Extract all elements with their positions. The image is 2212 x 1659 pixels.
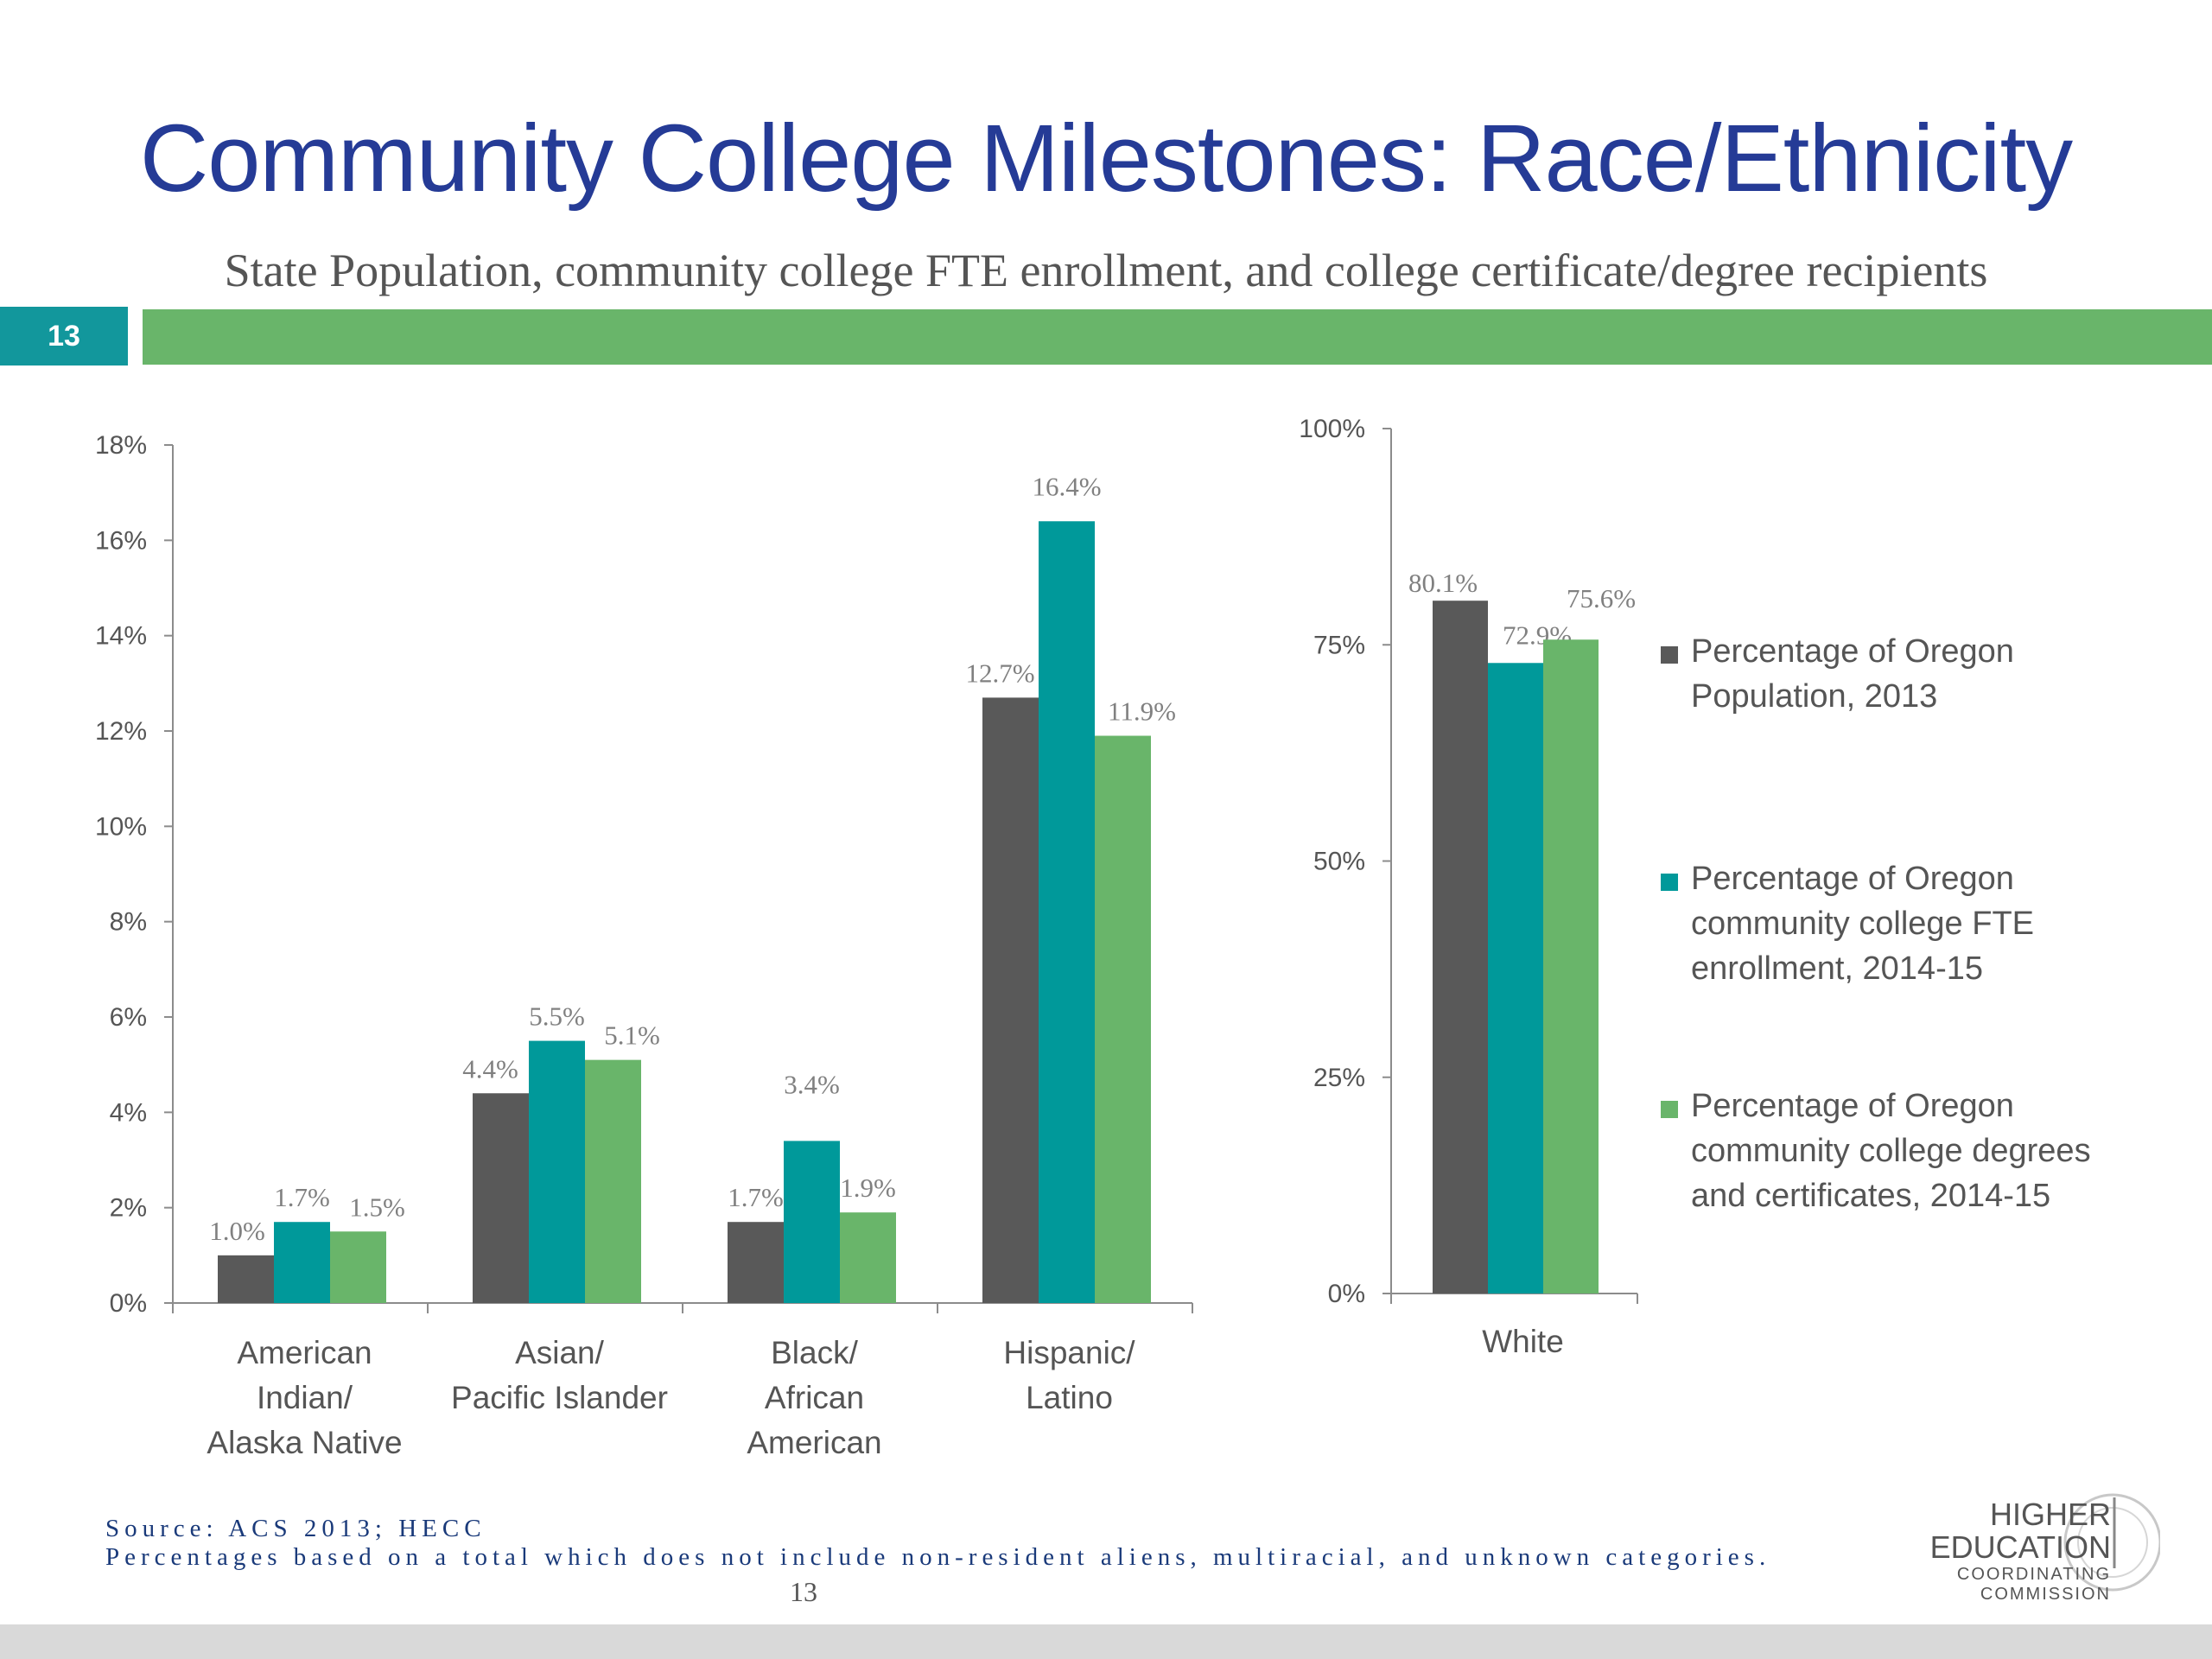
charts-canvas: 0% 2% 4% 6% 8% 10% 12% 14% 16% 18% 1.0% 1.7% 1.5% Ame…	[95, 415, 1638, 1460]
data-label-white-degrees: 75.6%	[1567, 583, 1636, 613]
data-label-asian-pacific-islander-degrees: 5.1%	[604, 1020, 660, 1051]
y-tick-label: 10%	[95, 812, 147, 841]
y-tick-label: 75%	[1313, 631, 1365, 659]
data-label-hispanic-latino-population: 12.7%	[965, 658, 1034, 688]
y-tick-label: 16%	[95, 526, 147, 555]
data-label-american-indian-alaska-native-population: 1.0%	[209, 1216, 265, 1246]
slide-title: Community College Milestones: Race/Ethni…	[139, 105, 2073, 212]
x-category-label: American	[747, 1425, 881, 1460]
logo-line-2: EDUCATION	[1930, 1529, 2111, 1565]
legend-label-population: Percentage of Oregon Population, 2013	[1691, 633, 2014, 715]
bar-asian-pacific-islander-population	[473, 1093, 529, 1303]
bar-hispanic-latino-enrollment	[1039, 521, 1095, 1303]
slide-number-badge: 13	[0, 307, 128, 365]
data-label-black-african-american-enrollment: 3.4%	[784, 1069, 840, 1099]
y-tick-label: 0%	[110, 1289, 147, 1318]
y-tick-label: 12%	[95, 717, 147, 746]
y-tick-label: 14%	[95, 622, 147, 651]
x-category-label: Asian/	[515, 1335, 605, 1370]
data-label-hispanic-latino-enrollment: 16.4%	[1032, 471, 1101, 501]
x-category-label: Black/	[771, 1335, 858, 1370]
y-tick-label: 25%	[1313, 1064, 1365, 1092]
data-label-asian-pacific-islander-population: 4.4%	[462, 1053, 518, 1084]
legend-swatch-degrees	[1661, 1101, 1678, 1118]
x-category-label: Latino	[1026, 1380, 1113, 1415]
hecc-logo: HIGHER EDUCATION COORDINATING COMMISSION	[1930, 1493, 2160, 1603]
footer-bar	[0, 1624, 2212, 1659]
x-category-label: Indian/	[257, 1380, 353, 1415]
logo-line-4: COMMISSION	[1980, 1585, 2111, 1603]
legend-label-enrollment: Percentage of Oregon community college F…	[1691, 861, 2035, 987]
y-tick-label: 8%	[110, 908, 147, 937]
source-note: Source: ACS 2013; HECC Percentages based…	[105, 1515, 1770, 1572]
data-label-american-indian-alaska-native-degrees: 1.5%	[349, 1192, 405, 1222]
footnote-line: Percentages based on a total which does …	[105, 1543, 1771, 1571]
logo-seal	[2063, 1493, 2160, 1592]
bar-white-population	[1433, 601, 1488, 1294]
y-tick-label: 18%	[95, 431, 147, 460]
y-tick-label: 100%	[1299, 415, 1365, 443]
y-tick-label: 0%	[1328, 1280, 1365, 1308]
x-category-label: Pacific Islander	[451, 1380, 668, 1415]
bar-asian-pacific-islander-enrollment	[529, 1040, 585, 1303]
y-tick-label: 6%	[110, 1003, 147, 1032]
x-category-label: African	[765, 1380, 864, 1415]
data-label-black-african-american-population: 1.7%	[728, 1182, 784, 1212]
bar-american-indian-alaska-native-population	[218, 1255, 274, 1303]
legend-label-degrees: Percentage of Oregon community college d…	[1691, 1088, 2091, 1214]
page-number: 13	[790, 1576, 817, 1607]
x-category-label: White	[1482, 1324, 1564, 1359]
bar-asian-pacific-islander-degrees	[585, 1059, 641, 1303]
x-category-label: Hispanic/	[1003, 1335, 1135, 1370]
slide-subtitle: State Population, community college FTE …	[224, 245, 1988, 296]
data-label-black-african-american-degrees: 1.9%	[840, 1173, 896, 1203]
bar-american-indian-alaska-native-degrees	[330, 1231, 386, 1303]
bar-black-african-american-population	[728, 1222, 784, 1303]
x-category-label: American	[237, 1335, 372, 1370]
y-tick-label: 50%	[1313, 848, 1365, 876]
bar-american-indian-alaska-native-enrollment	[274, 1222, 330, 1303]
data-label-american-indian-alaska-native-enrollment: 1.7%	[274, 1182, 330, 1212]
bar-black-african-american-degrees	[840, 1212, 896, 1303]
y-tick-label: 4%	[110, 1098, 147, 1127]
bar-black-african-american-enrollment	[784, 1141, 840, 1303]
logo-line-3: COORDINATING	[1957, 1565, 2111, 1584]
logo-line-1: HIGHER	[1990, 1497, 2111, 1532]
bar-hispanic-latino-degrees	[1095, 735, 1151, 1303]
header-divider-bar	[143, 309, 2212, 365]
data-label-asian-pacific-islander-enrollment: 5.5%	[529, 1001, 585, 1032]
legend-swatch-enrollment	[1661, 874, 1678, 891]
data-label-hispanic-latino-degrees: 11.9%	[1108, 696, 1176, 727]
legend-swatch-population	[1661, 646, 1678, 664]
bar-white-enrollment	[1488, 663, 1543, 1294]
logo-seal-inner	[2077, 1507, 2148, 1578]
bar-white-degrees	[1543, 639, 1599, 1294]
source-line: Source: ACS 2013; HECC	[105, 1515, 486, 1542]
y-tick-label: 2%	[110, 1194, 147, 1223]
x-category-label: Alaska Native	[207, 1425, 402, 1460]
bar-hispanic-latino-population	[982, 697, 1039, 1303]
data-label-white-population: 80.1%	[1408, 568, 1478, 598]
